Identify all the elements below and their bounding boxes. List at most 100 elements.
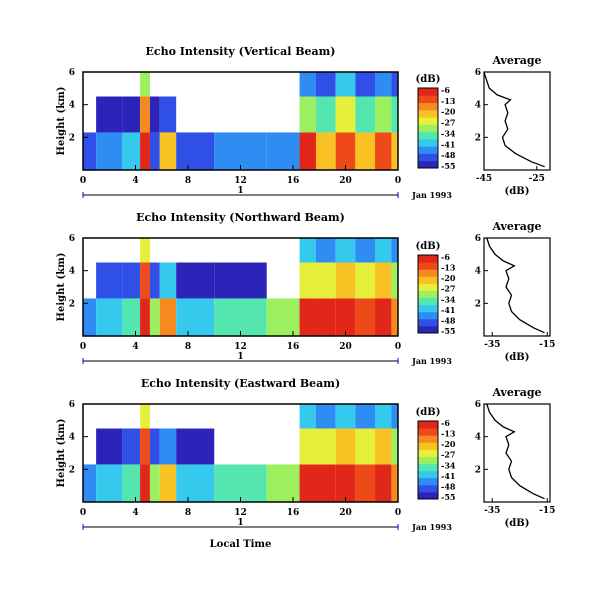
heatmap-cell	[140, 404, 150, 429]
colorbar-unit: (dB)	[416, 241, 441, 252]
heatmap-cell	[122, 298, 141, 336]
heatmap-cell	[299, 298, 316, 336]
x-tick-label: 16	[287, 342, 300, 352]
colorbar-swatch	[418, 435, 438, 443]
profile-y-tick-label: 6	[475, 400, 481, 410]
colorbar: (dB)-6-13-20-27-34-41-48-55	[416, 74, 456, 171]
colorbar-swatch	[418, 269, 438, 277]
colorbar-tick-label: -34	[441, 128, 456, 138]
panel-2: Echo Intensity (Northward Beam)0 4 8 12 16 20…	[56, 211, 555, 366]
y-axis-label: Height (km)	[56, 253, 67, 322]
colorbar-tick-label: -48	[441, 481, 456, 491]
heatmap-cell	[159, 428, 177, 465]
x-tick-label: 12	[234, 342, 247, 352]
profile-x-label: (dB)	[505, 352, 530, 363]
heatmap-cell	[266, 298, 300, 336]
x-tick-label: 0	[80, 342, 86, 352]
y-tick-label: 2	[69, 133, 75, 143]
colorbar-swatch	[418, 491, 438, 500]
heatmap-cell	[266, 132, 300, 170]
heatmap-cell	[299, 96, 316, 133]
colorbar-tick-label: -27	[441, 118, 455, 128]
heatmap-cell	[83, 464, 97, 502]
x-tick-label: 4	[132, 176, 138, 186]
heatmap-cells	[83, 238, 398, 336]
colorbar-tick-label: -27	[441, 284, 455, 294]
x-tick-label: 4	[132, 342, 138, 352]
heatmap-cell	[159, 262, 177, 299]
colorbar-tick-label: -6	[441, 85, 450, 95]
heatmap-cell	[149, 96, 160, 133]
heatmap-cell	[159, 298, 177, 336]
colorbar-tick-label: -13	[441, 96, 456, 106]
colorbar-swatch	[418, 470, 438, 479]
heatmap-cell	[355, 404, 376, 429]
heatmap-cell	[214, 132, 267, 170]
colorbar-frame	[417, 87, 439, 169]
colorbar-swatch	[418, 283, 438, 291]
colorbar-swatch	[418, 477, 438, 486]
heatmap-cell	[391, 428, 398, 465]
heatmap-cell	[83, 132, 97, 170]
x-tick-label: 8	[185, 342, 191, 352]
heatmap-cell	[391, 262, 398, 299]
heatmap-cell	[315, 464, 336, 502]
profile-x-tick-label: -35	[484, 506, 500, 516]
heatmap-cell	[299, 428, 316, 465]
y-tick-label: 2	[69, 299, 75, 309]
heatmap-cell	[149, 132, 160, 170]
profile-y-tick-label: 6	[475, 234, 481, 244]
heatmap-cell	[355, 238, 376, 263]
heatmap-cell	[335, 72, 356, 97]
profile-line	[483, 71, 545, 168]
heatmap-cell	[214, 298, 267, 336]
x-tick-label: 0	[395, 342, 401, 352]
heatmap-cell	[176, 428, 215, 465]
profile-x-tick-label: -45	[476, 174, 492, 184]
x-tick-label: 0	[80, 176, 86, 186]
colorbar-tick-label: -41	[441, 471, 455, 481]
panel-3: Echo Intensity (Eastward Beam)0 4 8 12 16 20 0…	[56, 377, 555, 550]
colorbar-frame	[417, 420, 439, 500]
colorbar: (dB)-6-13-20-27-34-41-48-55	[416, 241, 456, 336]
x-tick-label: 20	[339, 342, 352, 352]
average-profile: Average -35 -15 6 4 2 (dB)	[475, 220, 556, 363]
heatmap-cell	[375, 298, 392, 336]
x-tick-label: 12	[234, 176, 247, 186]
heatmap-cell	[122, 428, 141, 465]
heatmap-cells	[83, 72, 398, 170]
x-tick-label: 0	[80, 508, 86, 518]
heatmap-cell	[391, 464, 398, 502]
colorbar-tick-label: -6	[441, 418, 450, 428]
colorbar-tick-label: -13	[441, 429, 456, 439]
heatmap-cell	[122, 464, 141, 502]
heatmap-cell	[83, 298, 97, 336]
colorbar-swatch	[418, 290, 438, 299]
colorbar-swatch	[418, 484, 438, 493]
heatmap-cell	[214, 262, 267, 299]
x-tick-label: 8	[185, 176, 191, 186]
heatmap-cell	[299, 132, 316, 170]
heatmap-cell	[355, 96, 376, 133]
heatmap-cell	[315, 72, 336, 97]
heatmap-cell	[335, 238, 356, 263]
colorbar-swatch	[418, 449, 438, 457]
heatmap-cell	[140, 72, 150, 97]
heatmap-cell	[96, 428, 123, 465]
heatmap-cell	[214, 464, 267, 502]
colorbar-tick-label: -13	[441, 263, 456, 273]
heatmap-cell	[315, 298, 336, 336]
profile-y-tick-label: 4	[475, 267, 481, 277]
x-tick-label: 20	[339, 176, 352, 186]
colorbar-swatch	[418, 153, 438, 162]
heatmap-cell	[315, 262, 336, 299]
heatmap-cell	[315, 238, 336, 263]
profile-y-tick-label: 4	[475, 101, 481, 111]
heatmap-cell	[335, 132, 356, 170]
average-profile: Average -35 -15 6 4 2 (dB)	[475, 386, 556, 529]
day-label: 1	[237, 518, 243, 528]
profile-y-tick-label: 2	[475, 299, 481, 309]
heatmap-cell	[96, 132, 123, 170]
colorbar-tick-label: -41	[441, 305, 455, 315]
heatmap-cell	[299, 72, 316, 97]
